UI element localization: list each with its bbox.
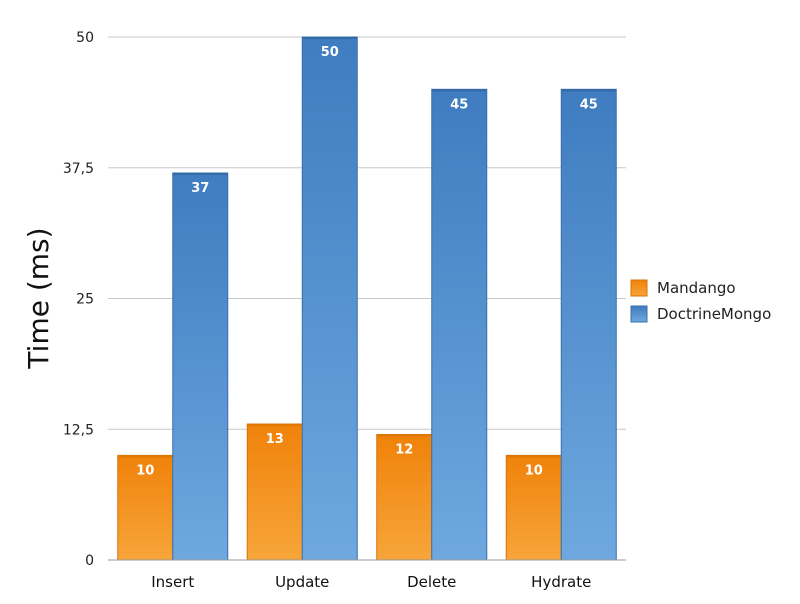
legend-label: Mandango xyxy=(657,279,736,297)
data-label: 45 xyxy=(450,97,468,112)
y-tick-label: 25 xyxy=(76,292,94,308)
bar-top-edge xyxy=(506,455,562,458)
y-tick-label: 12,5 xyxy=(63,422,94,438)
data-label: 45 xyxy=(580,97,598,112)
data-label: 37 xyxy=(191,181,209,196)
data-label: 10 xyxy=(136,463,154,478)
bar-top-edge xyxy=(117,455,173,458)
bar-mandango-insert xyxy=(117,454,174,561)
bar-top-edge xyxy=(172,172,228,175)
y-tick-label: 50 xyxy=(76,30,94,46)
y-tick-label: 37,5 xyxy=(63,161,94,177)
legend-label: DoctrineMongo xyxy=(657,305,771,323)
bar-top-edge xyxy=(302,37,358,39)
y-tick-label: 0 xyxy=(85,553,94,569)
y-axis-label: Time (ms) xyxy=(22,227,55,369)
data-label: 13 xyxy=(266,432,284,447)
bars xyxy=(117,36,617,561)
x-tick-label: Insert xyxy=(151,573,194,591)
data-label: 12 xyxy=(395,442,413,457)
data-label: 50 xyxy=(321,45,339,60)
x-tick-label: Delete xyxy=(407,573,456,591)
legend: Mandango DoctrineMongo xyxy=(630,279,771,323)
legend-swatch-mandango xyxy=(630,279,648,297)
x-tick-label: Hydrate xyxy=(531,573,591,591)
bar-top-edge xyxy=(247,424,303,427)
bar-top-edge xyxy=(376,434,432,437)
data-label: 10 xyxy=(525,463,543,478)
axes: 0 12,5 25 37,5 50 Insert Update Delete Hydrate xyxy=(63,30,626,591)
bar-doctrinemongo-update xyxy=(301,36,358,561)
bar-mandango-delete xyxy=(376,433,433,561)
data-labels: 10 37 13 50 12 45 10 45 xyxy=(136,45,598,478)
bar-top-edge xyxy=(431,89,487,92)
x-tick-label: Update xyxy=(275,573,329,591)
bar-top-edge xyxy=(561,89,617,92)
bar-doctrinemongo-insert xyxy=(172,172,229,561)
legend-swatch-doctrinemongo xyxy=(630,305,648,323)
bar-doctrinemongo-hydrate xyxy=(560,88,617,561)
bar-mandango-hydrate xyxy=(505,454,562,561)
bar-doctrinemongo-delete xyxy=(431,88,488,561)
